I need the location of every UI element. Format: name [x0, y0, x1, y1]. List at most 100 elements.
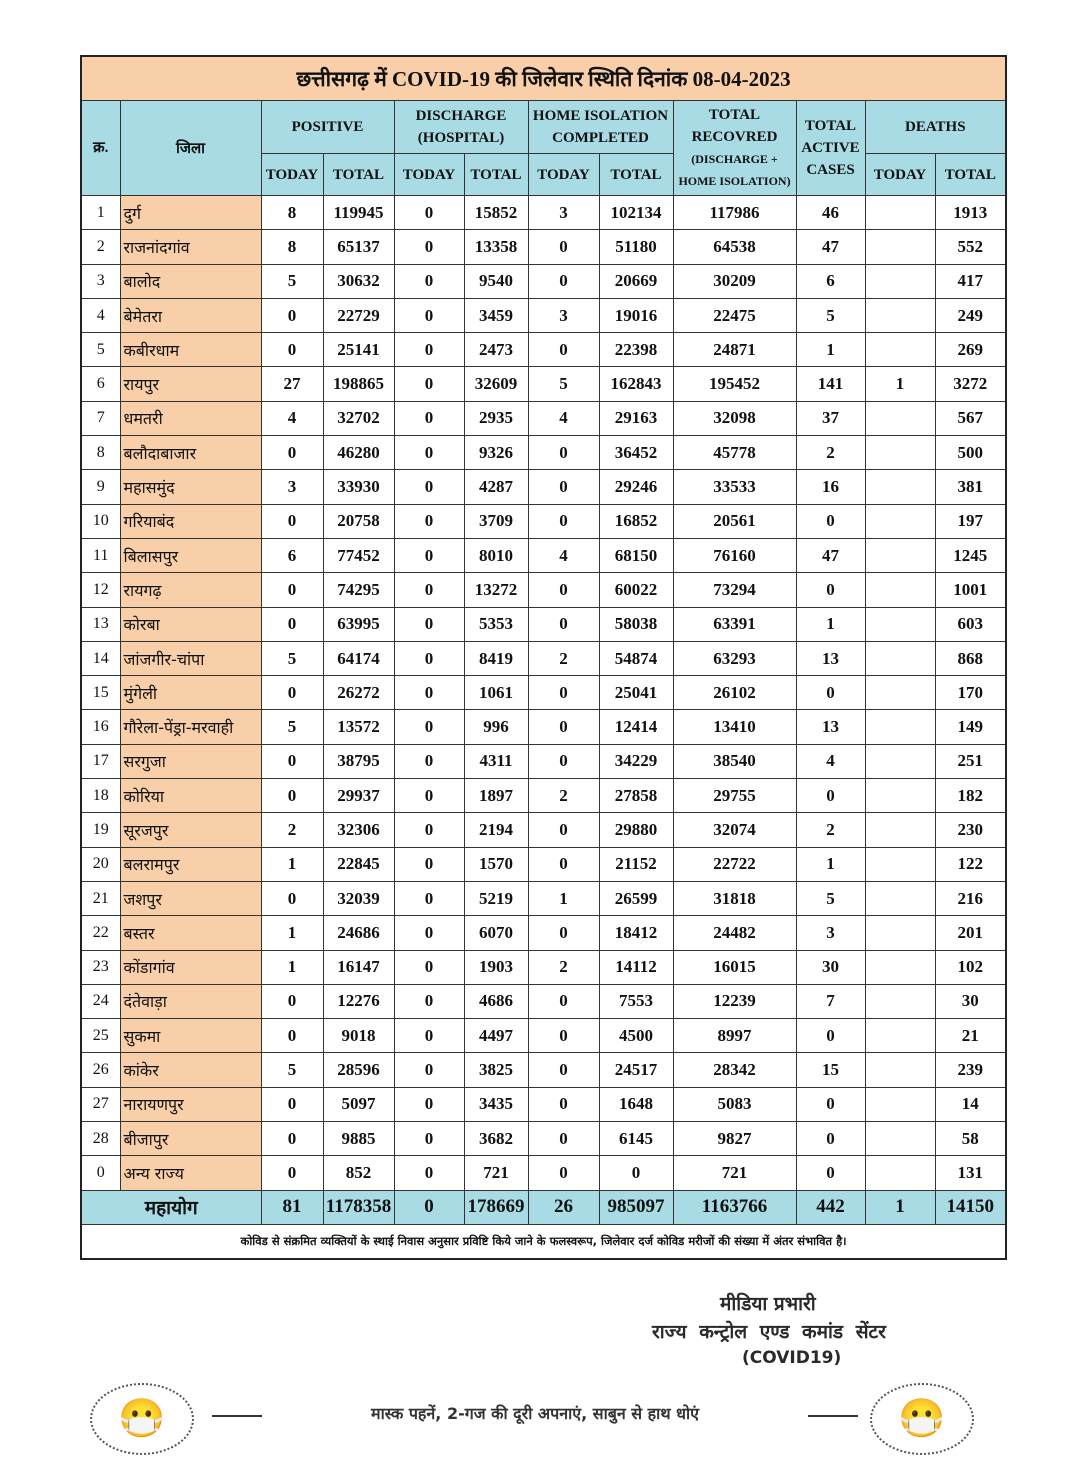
total-value: 0 — [393, 1189, 465, 1225]
cell-value: 1 — [527, 880, 600, 917]
table-row: 21 जशपुर 0 32039 0 5219 1 26599 31818 5 216 — [80, 880, 1007, 917]
cell-value: 14 — [934, 1086, 1007, 1123]
cell-value: 1570 — [463, 846, 529, 882]
cell-value: 0 — [393, 435, 465, 471]
cell-value: 201 — [934, 915, 1007, 951]
cell-value: 29163 — [598, 400, 674, 437]
cell-value: 34229 — [598, 743, 674, 780]
cell-value — [864, 709, 936, 745]
cell-value: 8 — [260, 194, 324, 231]
cell-value: 32702 — [322, 400, 395, 437]
cell-value — [864, 743, 936, 780]
district-name: गरियाबंद — [119, 503, 262, 539]
total-value: 1 — [864, 1189, 936, 1225]
district-name: राजनांदगांव — [119, 229, 262, 265]
cell-value: 28596 — [322, 1052, 395, 1088]
cell-value: 1903 — [463, 949, 529, 985]
cell-value: 0 — [260, 1155, 324, 1191]
cell-value: 38795 — [322, 743, 395, 780]
cell-value: 1245 — [934, 537, 1007, 574]
district-name: बिलासपुर — [119, 537, 262, 574]
cell-value — [864, 983, 936, 1020]
cell-value: 16147 — [322, 949, 395, 985]
table-row: 9 महासमुंद 3 33930 0 4287 0 29246 33533 16 381 — [80, 469, 1007, 505]
cell-value: 0 — [393, 1086, 465, 1123]
cell-value: 51180 — [598, 229, 674, 265]
district-name: सूरजपुर — [119, 812, 262, 848]
cell-value: 216 — [934, 880, 1007, 917]
table-row: 5 कबीरधाम 0 25141 0 2473 0 22398 24871 1 269 — [80, 332, 1007, 368]
cell-value: 0 — [527, 846, 600, 882]
cell-value: 868 — [934, 640, 1007, 677]
cell-value: 68150 — [598, 537, 674, 574]
cell-value: 1 — [864, 366, 936, 402]
cell-value: 6 — [795, 263, 866, 299]
cell-value — [864, 778, 936, 814]
cell-value: 30 — [934, 983, 1007, 1020]
table-row: 3 बालोद 5 30632 0 9540 0 20669 30209 6 417 — [80, 263, 1007, 299]
cell-value: 9326 — [463, 435, 529, 471]
table-row: 23 कोंडागांव 1 16147 0 1903 2 14112 16015 30 102 — [80, 949, 1007, 985]
cell-value: 0 — [393, 1052, 465, 1088]
cell-value: 32039 — [322, 880, 395, 917]
cell-value: 417 — [934, 263, 1007, 299]
cell-value: 32074 — [672, 812, 797, 848]
cell-value: 4 — [527, 537, 600, 574]
table-row: 25 सुकमा 0 9018 0 4497 0 4500 8997 0 21 — [80, 1018, 1007, 1054]
cell-value: 2 — [527, 640, 600, 677]
cell-value: 13272 — [463, 572, 529, 608]
cell-value: 198865 — [322, 366, 395, 402]
table-row: 22 बस्तर 1 24686 0 6070 0 18412 24482 3 201 — [80, 915, 1007, 951]
cell-value: 21152 — [598, 846, 674, 882]
cell-value: 2 — [527, 778, 600, 814]
serial-number: 9 — [80, 469, 121, 505]
header-today: TODAY — [260, 153, 324, 196]
cell-value: 2 — [527, 949, 600, 985]
cell-value: 0 — [393, 709, 465, 745]
cell-value: 249 — [934, 297, 1007, 334]
cell-value: 6 — [260, 537, 324, 574]
serial-number: 20 — [80, 846, 121, 882]
masked-face-icon: 😷 — [90, 1383, 194, 1455]
cell-value: 3682 — [463, 1121, 529, 1157]
cell-value: 0 — [527, 263, 600, 299]
header-today: TODAY — [864, 153, 936, 196]
cell-value: 3 — [527, 297, 600, 334]
header-total: TOTAL — [598, 153, 674, 196]
cell-value: 195452 — [672, 366, 797, 402]
header-sn: क्र. — [80, 100, 121, 196]
district-name: अन्य राज्य — [119, 1155, 262, 1191]
serial-number: 15 — [80, 675, 121, 711]
cell-value: 0 — [795, 675, 866, 711]
cell-value: 13358 — [463, 229, 529, 265]
cell-value: 0 — [260, 743, 324, 780]
cell-value: 20758 — [322, 503, 395, 539]
serial-number: 12 — [80, 572, 121, 608]
cell-value: 0 — [598, 1155, 674, 1191]
cell-value: 0 — [393, 263, 465, 299]
cell-value: 141 — [795, 366, 866, 402]
cell-value: 0 — [260, 675, 324, 711]
cell-value: 22475 — [672, 297, 797, 334]
cell-value — [864, 263, 936, 299]
cell-value — [864, 915, 936, 951]
cell-value: 30632 — [322, 263, 395, 299]
cell-value: 16 — [795, 469, 866, 505]
cell-value: 0 — [260, 435, 324, 471]
district-name: मुंगेली — [119, 675, 262, 711]
cell-value — [864, 400, 936, 437]
table-row: 14 जांजगीर-चांपा 5 64174 0 8419 2 54874 63293 13 8… — [80, 640, 1007, 677]
cell-value: 0 — [527, 675, 600, 711]
cell-value — [864, 435, 936, 471]
cell-value: 0 — [260, 297, 324, 334]
cell-value: 47 — [795, 229, 866, 265]
cell-value: 6070 — [463, 915, 529, 951]
cell-value: 0 — [393, 778, 465, 814]
cell-value — [864, 537, 936, 574]
header-today: TODAY — [527, 153, 600, 196]
district-name: बेमेतरा — [119, 297, 262, 334]
cell-value: 603 — [934, 606, 1007, 642]
signature-line2: राज्य कन्ट्रोल एण्ड कमांड सेंटर — [652, 1321, 886, 1343]
cell-value: 27 — [260, 366, 324, 402]
header-today: TODAY — [393, 153, 465, 196]
